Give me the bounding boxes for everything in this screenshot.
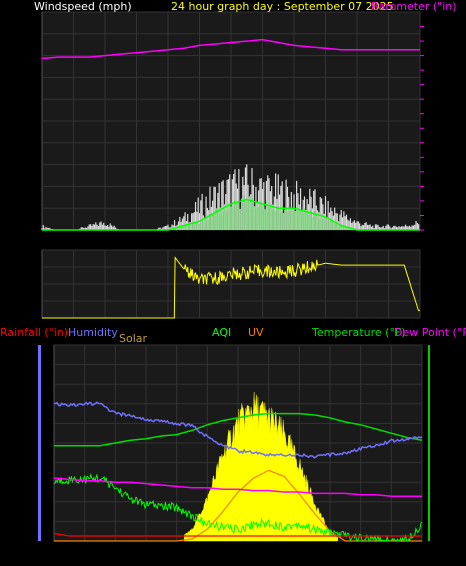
uv-line [54,469,422,542]
windspeed-label: Windspeed (mph) [34,0,132,13]
temperature-legend: Temperature (°F) [311,326,406,339]
aqi-legend: AQI [212,326,231,339]
dewpoint-line [53,477,422,497]
wind-series [41,38,420,231]
wind-average-line [42,198,420,231]
barometer-line [41,38,420,60]
humidity-line [53,401,423,459]
humidity-axis-bar [38,345,41,541]
wind-grid [42,11,421,231]
sensor-series [53,392,423,543]
temperature-axis-bar [428,345,430,541]
sensor-panel: Rainfall ("in) Humidity Solar AQI UV Tem… [0,326,466,543]
humidity-legend: Humidity [68,326,118,339]
wind-direction-panel [41,249,421,319]
chart-title: 24 hour graph day : September 07 2025 [171,0,394,13]
temperature-line [54,412,423,447]
direction-grid [42,249,421,319]
dewpoint-legend: Dew Point (°F) [394,326,466,339]
barometer-label: Barometer ("in) [371,0,457,13]
wind-barometer-panel: Windspeed (mph) 24 hour graph day : Sept… [34,0,457,231]
direction-series [42,256,420,319]
rain-legend: Rainfall ("in) [0,326,68,339]
wind-direction-line [42,256,420,319]
solar-legend: Solar [119,332,148,345]
rainfall-line [53,532,422,537]
solar-area [184,392,338,542]
aqi-line [53,473,423,543]
barometer-y-ticks [420,26,424,231]
uv-legend: UV [248,326,264,339]
